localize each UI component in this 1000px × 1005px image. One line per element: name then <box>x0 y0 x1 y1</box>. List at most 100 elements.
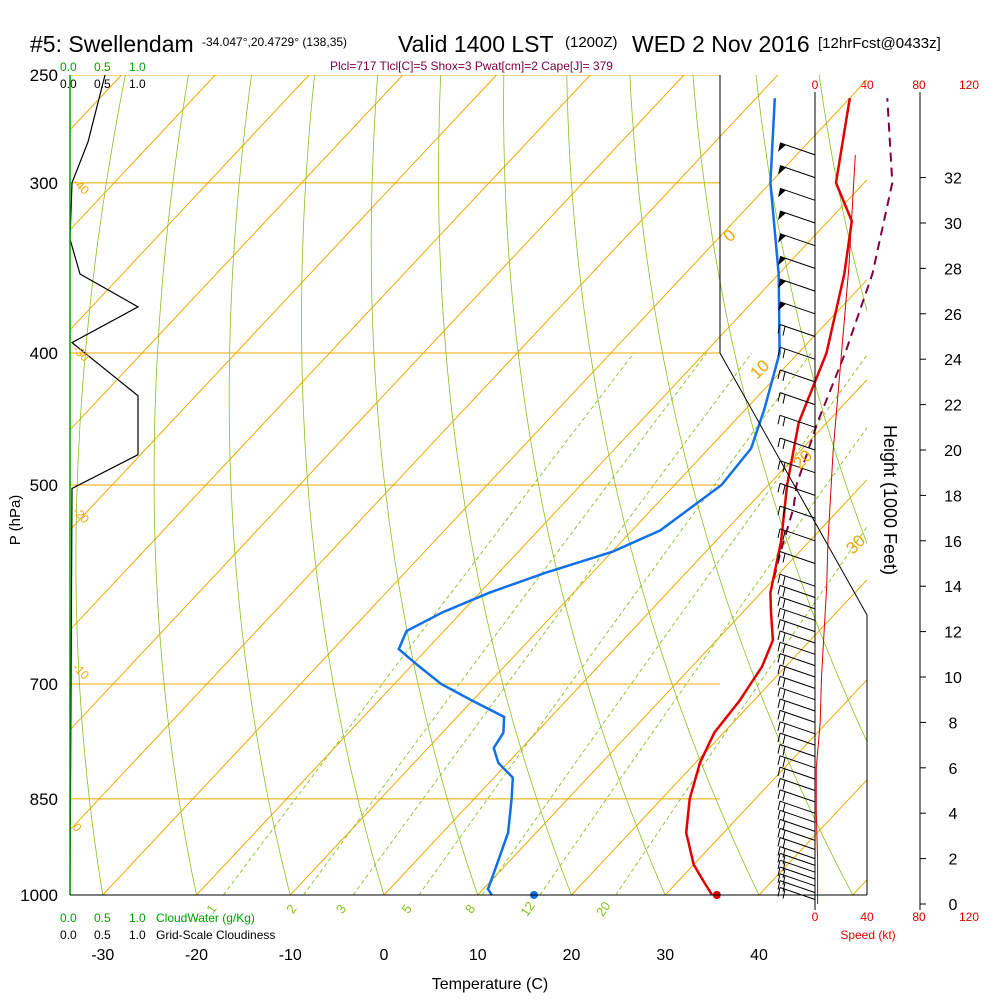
cloudiness-label: Grid-Scale Cloudiness <box>156 928 275 942</box>
isotherm-label: -30 <box>70 342 92 364</box>
station-coords: -34.047°,20.4729° (138,35) <box>202 35 347 49</box>
wind-barb-feather <box>783 821 785 830</box>
wind-barb-feather <box>778 415 780 424</box>
wind-barb-feather <box>783 712 785 721</box>
wind-barb-feather <box>778 529 780 538</box>
forecast-info: [12hrFcst@0433z] <box>818 35 941 52</box>
wind-barb <box>778 143 815 155</box>
cloudiness-top-2: 1.0 <box>129 77 146 91</box>
wind-barb-feather <box>778 461 780 470</box>
cloudwater-top-1: 0.5 <box>94 60 111 74</box>
wind-barb-feather <box>783 690 785 699</box>
wind-barb-shaft <box>780 597 815 609</box>
cloud-scales: 0.0 0.5 1.0 0.0 0.5 1.0 0.0 0.5 1.0 Clou… <box>60 60 275 942</box>
valid-date: WED 2 Nov 2016 <box>632 31 810 57</box>
wind-barb-feather <box>783 633 785 642</box>
wind-barb-feather <box>783 812 785 821</box>
height-tick-label: 8 <box>949 715 958 732</box>
wind-barb <box>778 234 815 246</box>
zulu-time: (1200Z) <box>565 34 618 51</box>
wind-barb-shaft <box>780 699 815 711</box>
wind-barb-feather <box>778 608 780 617</box>
wind-barb-feather <box>778 801 780 810</box>
mixing-ratio-line <box>353 353 752 895</box>
wind-barb-feather <box>778 722 780 731</box>
temperature-tick-label: -10 <box>279 947 302 964</box>
wind-barb-feather <box>783 417 785 426</box>
isotherm-label: 0 <box>70 820 85 835</box>
wind-barb-shaft <box>780 838 815 850</box>
speed-top-120: 120 <box>959 78 979 92</box>
wind-barb <box>778 370 815 382</box>
temperature-tick-label: -30 <box>91 947 114 964</box>
wind-barb-feather <box>783 803 785 812</box>
speed-top-0: 0 <box>812 78 819 92</box>
temperature-tick-label: -20 <box>185 947 208 964</box>
temperature-axis-label: Temperature (C) <box>432 976 548 993</box>
wind-barb-feather <box>778 710 780 719</box>
wind-barb <box>778 665 815 677</box>
height-tick-label: 6 <box>949 761 958 778</box>
wind-barb-feather <box>783 840 785 849</box>
wind-barb <box>778 256 815 268</box>
wind-barb <box>778 279 815 291</box>
wind-barb-shaft <box>780 325 815 337</box>
wind-barb-feather <box>778 620 780 629</box>
cloudwater-bottom-2: 1.0 <box>129 911 146 925</box>
cloudwater-bottom-0: 0.0 <box>60 911 77 925</box>
mixing-ratio-line <box>304 353 707 895</box>
dry-adiabat <box>756 75 1000 895</box>
wind-barb-shaft <box>780 828 815 840</box>
wind-barb <box>778 710 815 722</box>
isotherm-label: 30 <box>842 531 869 558</box>
wind-barb <box>778 838 815 850</box>
isotherm-label: -10 <box>70 660 92 682</box>
wind-barb <box>778 620 815 632</box>
cloudwater-top-2: 1.0 <box>129 60 146 74</box>
speed-bottom-120: 120 <box>959 910 979 924</box>
wind-barb <box>778 586 815 598</box>
wind-barb-shaft <box>780 767 815 779</box>
wind-barb-feather <box>783 769 785 778</box>
mixing-ratio-line <box>616 353 988 895</box>
height-tick-label: 28 <box>944 261 962 278</box>
wind-barb <box>778 631 815 643</box>
wind-barb-feather <box>783 610 785 619</box>
wind-barb-shaft <box>780 654 815 666</box>
wind-barb-feather <box>778 483 780 492</box>
wind-barb-shaft <box>780 620 815 632</box>
wind-barb-feather <box>778 779 780 788</box>
wind-barb <box>778 597 815 609</box>
wind-barb-feather <box>778 676 780 685</box>
wind-barb <box>778 552 815 564</box>
wind-barb <box>778 810 815 822</box>
wind-barb <box>778 688 815 700</box>
wind-barb-shaft <box>780 860 815 872</box>
wind-barb-feather <box>778 642 780 651</box>
speed-bottom-40: 40 <box>860 910 874 924</box>
wind-barb-shaft <box>780 810 815 822</box>
mixing-ratio-line <box>483 353 869 895</box>
wind-barb-feather <box>783 440 785 449</box>
temperature-tick-label: 10 <box>469 947 487 964</box>
temperature-profile <box>686 98 852 895</box>
height-tick-label: 14 <box>944 579 962 596</box>
wind-barb-feather <box>783 830 785 839</box>
wind-barb <box>778 166 815 178</box>
wind-barb-shaft <box>780 631 815 643</box>
height-tick-label: 24 <box>944 352 962 369</box>
pressure-tick-label: 400 <box>30 344 58 363</box>
height-tick-label: 10 <box>944 670 962 687</box>
wind-barb-shaft <box>780 676 815 688</box>
height-tick-label: 16 <box>944 534 962 551</box>
cloudiness-bottom-1: 0.5 <box>94 928 111 942</box>
isotherm-label: 0 <box>719 226 739 246</box>
wind-barb-shaft <box>780 586 815 598</box>
speed-label: Speed (kt) <box>840 928 895 942</box>
profiles <box>70 75 892 904</box>
cloudwater-top-0: 0.0 <box>60 60 77 74</box>
wind-barb-feather <box>783 724 785 733</box>
wind-barb-feather <box>783 599 785 608</box>
wind-barb-feather <box>778 699 780 708</box>
wind-barb-feather <box>783 701 785 710</box>
